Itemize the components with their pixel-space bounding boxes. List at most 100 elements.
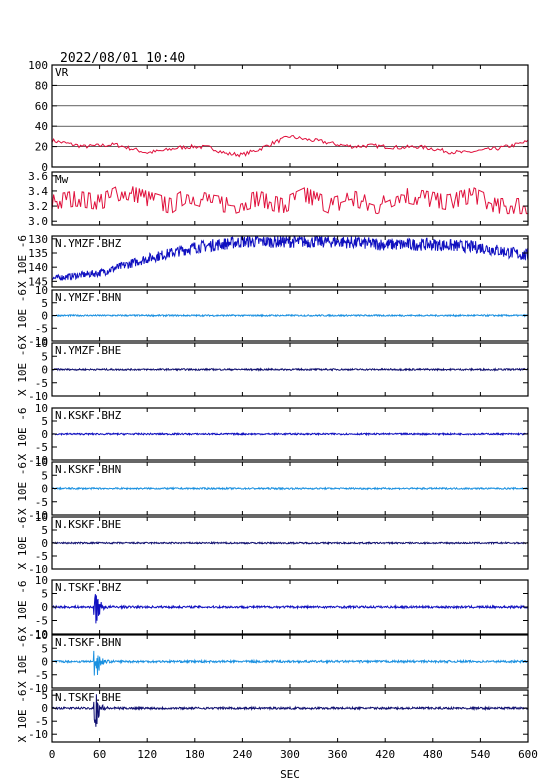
y-tick-label: -10 [28, 509, 48, 522]
y-tick-label: -10 [28, 728, 48, 741]
y-tick-label: 3.6 [28, 170, 48, 183]
y-tick-label: 135 [28, 247, 48, 260]
y-tick-label: 5 [41, 642, 48, 655]
y-tick-label: -10 [28, 563, 48, 576]
y-tick-label: 100 [28, 59, 48, 72]
y-tick-label: 0 [41, 161, 48, 174]
panel-label: N.KSKF.BHZ [55, 409, 122, 422]
y-axis-label: X 10E -6 [16, 235, 29, 288]
panel-label: VR [55, 66, 69, 79]
panel-mw: 3.0 3.2 3.4 3.6 Mw [28, 170, 529, 228]
y-tick-label: 5 [41, 524, 48, 537]
y-tick-label: 60 [35, 100, 48, 113]
y-tick-label: 0 [41, 364, 48, 377]
y-tick-label: -5 [35, 496, 48, 509]
y-tick-label: 10 [35, 337, 48, 350]
y-tick-label: 10 [35, 284, 48, 297]
chart-title: 2022/08/01 10:40 [60, 51, 185, 66]
panel-frame [51, 64, 529, 168]
y-axis-label: X 10E -6 [16, 408, 29, 461]
y-axis-label: X 10E -6 [16, 343, 29, 396]
trace-line [52, 650, 529, 676]
x-tick-label: 480 [423, 748, 443, 761]
y-tick-label: 3.0 [28, 215, 48, 228]
y-tick-label: 3.4 [28, 185, 48, 198]
x-tick-label: 180 [185, 748, 205, 761]
y-tick-label: 140 [28, 261, 48, 274]
y-tick-label: -5 [35, 715, 48, 728]
y-axis-label: X 10E -6 [16, 690, 29, 743]
x-tick-label: 540 [470, 748, 490, 761]
y-axis-label: X 10E -6 [16, 517, 29, 570]
panel-label: N.TSKF.BHN [55, 636, 121, 649]
y-tick-label: 10 [35, 629, 48, 642]
y-tick-label: 5 [41, 350, 48, 363]
trace-line [51, 313, 529, 318]
trace-line [51, 431, 529, 437]
panel-label: N.KSKF.BHN [55, 463, 121, 476]
y-axis-label: X 10E -6 [16, 581, 29, 634]
y-tick-label: -10 [28, 628, 48, 641]
x-tick-label: 60 [93, 748, 106, 761]
y-tick-label: 5 [41, 469, 48, 482]
y-tick-label: 0 [41, 310, 48, 323]
y-tick-label: 40 [35, 120, 48, 133]
panel-label: N.TSKF.BHE [55, 691, 121, 704]
y-tick-label: -5 [35, 669, 48, 682]
y-tick-label: 0 [41, 656, 48, 669]
y-tick-label: -10 [28, 682, 48, 695]
trace-line [51, 234, 529, 282]
y-axis-label: X 10E -6 [16, 289, 29, 342]
y-tick-label: 0 [41, 537, 48, 550]
x-tick-label: 120 [137, 748, 157, 761]
panel-label: N.YMZF.BHZ [55, 237, 122, 250]
y-tick-label: 10 [35, 511, 48, 524]
y-tick-label: 20 [35, 141, 48, 154]
y-tick-label: 5 [41, 415, 48, 428]
y-tick-label: -10 [28, 454, 48, 467]
y-tick-label: -5 [35, 550, 48, 563]
y-tick-label: 10 [35, 456, 48, 469]
panel-label: Mw [55, 173, 69, 186]
y-axis-label: X 10E -6 [16, 635, 29, 688]
trace-line [51, 134, 529, 158]
panel-n-kskf-bhz: -10-505 10 N.KSKF.BHZ X 10E -6 [16, 402, 529, 467]
panel-label: N.YMZF.BHN [55, 291, 121, 304]
y-tick-label: 145 [28, 275, 48, 288]
panel-frame [51, 689, 529, 743]
x-tick-label: 360 [328, 748, 348, 761]
x-tick-label: 300 [280, 748, 300, 761]
trace-line [51, 594, 529, 624]
panel-label: N.KSKF.BHE [55, 518, 121, 531]
y-tick-label: -10 [28, 335, 48, 348]
y-tick-label: 5 [41, 689, 48, 702]
y-tick-label: -5 [35, 377, 48, 390]
trace-line [51, 186, 528, 215]
x-axis: 0 60 120 180 240 300 360 420 480 540 600 [49, 748, 538, 761]
y-tick-label: 10 [35, 574, 48, 587]
y-tick-label: -5 [35, 322, 48, 335]
y-tick-label: 0 [41, 483, 48, 496]
y-tick-label: 0 [41, 428, 48, 441]
panel-vr: 0 20 40 60 80 100 VR [28, 59, 529, 174]
y-tick-label: 0 [41, 601, 48, 614]
panel-label: N.YMZF.BHE [55, 344, 121, 357]
y-tick-label: 5 [41, 588, 48, 601]
y-tick-label: -5 [35, 441, 48, 454]
x-tick-label: 240 [232, 748, 252, 761]
trace-line [51, 540, 529, 546]
y-tick-label: 5 [41, 297, 48, 310]
y-tick-label: 130 [28, 233, 48, 246]
y-axis-label: X 10E -6 [16, 462, 29, 515]
y-tick-label: 3.2 [28, 200, 48, 213]
trace-line [51, 367, 529, 372]
